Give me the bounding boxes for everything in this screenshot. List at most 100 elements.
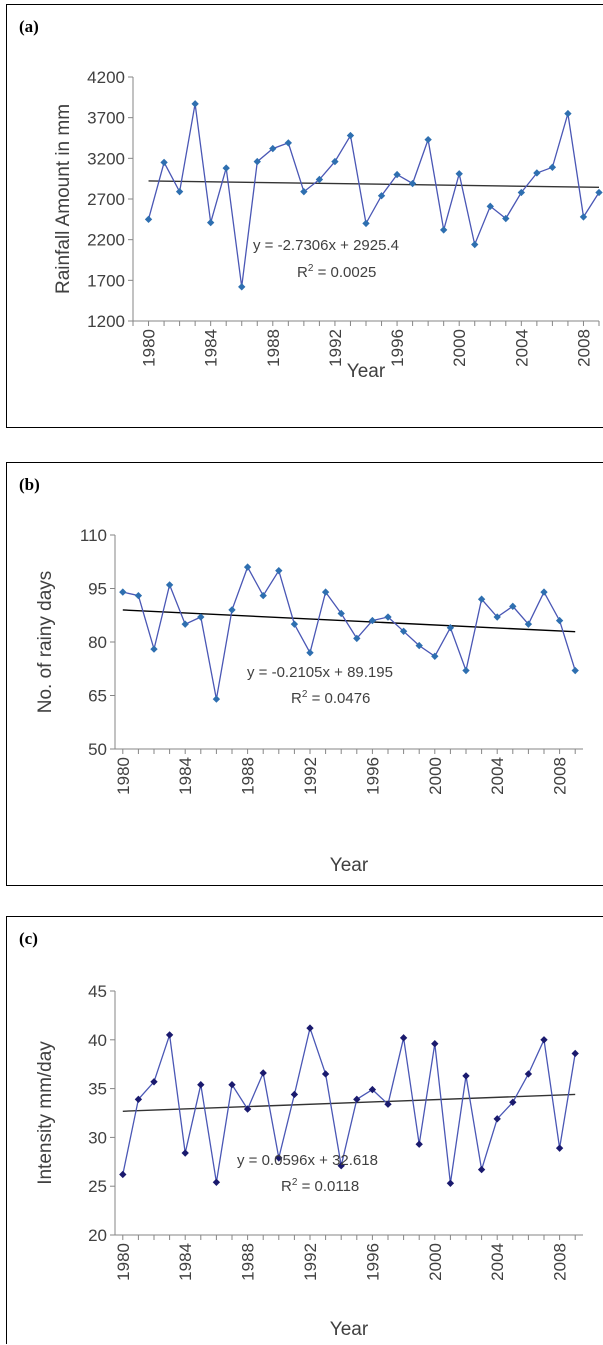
x-tick-label: 1980 [114, 757, 133, 795]
x-tick-label: 1988 [239, 1243, 258, 1281]
data-point [424, 135, 432, 144]
data-point [477, 1165, 486, 1174]
y-tick-label: 65 [88, 687, 107, 706]
trend-equation: y = -0.2105x + 89.195 [247, 664, 393, 681]
data-point [431, 1040, 439, 1048]
y-tick-label: 20 [88, 1226, 107, 1245]
trend-equation: y = 0.0596x + 32.618 [237, 1152, 378, 1169]
data-point [446, 1179, 455, 1187]
data-point [243, 563, 252, 571]
data-point [191, 100, 199, 108]
rainy-days-chart: 50 65 80 95 110 1980 1984 1988 1992 1996 2000 2004 2… [35, 526, 583, 876]
y-tick-label: 80 [88, 633, 107, 652]
data-point [228, 1081, 236, 1089]
data-point [408, 179, 417, 188]
series-line [147, 103, 600, 287]
data-point [540, 588, 548, 596]
x-tick-label: 2008 [574, 329, 593, 367]
trend-line [148, 180, 600, 189]
data-point [548, 163, 557, 171]
data-point [555, 616, 564, 625]
data-point [377, 192, 386, 200]
x-tick-label: 1992 [326, 329, 345, 367]
series-line [122, 1025, 576, 1184]
data-point [306, 1024, 314, 1032]
data-point [455, 170, 463, 178]
data-point [165, 581, 174, 589]
y-axis-title: Rainfall Amount in mm [53, 104, 74, 294]
y-tick-label: 40 [88, 1031, 107, 1050]
x-tick-label: 1988 [239, 757, 258, 795]
data-point [346, 131, 355, 140]
y-tick-label: 110 [80, 526, 107, 545]
x-tick-label: 1988 [264, 329, 283, 367]
data-point [321, 588, 330, 596]
data-point [579, 213, 588, 221]
data-point [119, 588, 127, 596]
data-point [160, 158, 168, 167]
y-tick-label: 30 [88, 1128, 107, 1147]
x-axis-title: Year [330, 855, 369, 876]
data-point [222, 164, 230, 172]
data-point [212, 1178, 221, 1186]
x-tick-label: 2004 [488, 757, 507, 795]
data-point [165, 1031, 174, 1039]
trend-equation: y = -2.7306x + 2925.4 [253, 237, 399, 254]
data-point [228, 606, 236, 614]
r-squared-label: R2 = 0.0025 [297, 263, 376, 281]
x-tick-label: 2000 [426, 1243, 445, 1281]
trend-line [122, 1093, 576, 1112]
x-tick-label: 2008 [551, 1243, 570, 1281]
y-tick-label: 1200 [87, 312, 125, 331]
data-point [134, 591, 143, 600]
data-point [212, 695, 221, 703]
x-tick-label: 2008 [551, 757, 570, 795]
x-axis-title: Year [347, 361, 386, 382]
x-tick-label: 1996 [363, 757, 382, 795]
panel-label: (c) [19, 929, 38, 948]
data-point [290, 620, 299, 628]
chart-panel-c: (c) 20 25 30 35 40 45 1980 1984 1988 1992 1996 2000… [6, 916, 603, 1344]
x-tick-label: 1980 [140, 329, 159, 367]
panel-label: (b) [19, 475, 40, 494]
data-point [144, 215, 153, 224]
data-point [197, 1081, 205, 1089]
data-point [571, 666, 579, 675]
chart-panel-a: (a) 1200 1700 2200 2700 3200 3700 4200 1980 1984… [6, 4, 603, 428]
x-tick-label: 2000 [426, 757, 445, 795]
data-point [571, 1049, 579, 1058]
data-point [415, 1140, 423, 1148]
x-tick-label: 2004 [488, 1243, 507, 1281]
x-tick-label: 1996 [363, 1243, 382, 1281]
data-point [119, 1170, 127, 1179]
x-tick-label: 1984 [202, 329, 221, 367]
chart-panel-b: (b) 50 65 80 95 110 1980 1984 1988 1992 1996 2000 2… [6, 462, 603, 886]
data-point [175, 188, 184, 196]
x-tick-label: 1992 [301, 1243, 320, 1281]
data-point [306, 649, 314, 657]
y-tick-label: 4200 [87, 68, 125, 87]
data-point [564, 109, 572, 118]
data-point [439, 226, 448, 234]
data-point [275, 566, 283, 575]
r-squared-label: R2 = 0.0476 [291, 689, 370, 707]
y-tick-label: 35 [88, 1080, 107, 1099]
data-point [321, 1070, 330, 1078]
data-point [384, 1100, 392, 1108]
data-point [353, 1095, 361, 1104]
x-tick-label: 1992 [301, 757, 320, 795]
data-point [462, 1072, 470, 1080]
data-point [290, 1090, 299, 1099]
data-point [524, 1070, 533, 1078]
data-point [368, 616, 377, 625]
intensity-chart: 20 25 30 35 40 45 1980 1984 1988 1992 1996 2000 2004… [35, 982, 583, 1340]
panel-label: (a) [19, 17, 39, 36]
data-point [259, 591, 267, 600]
x-tick-label: 1980 [114, 1243, 133, 1281]
data-point [181, 1149, 189, 1157]
x-tick-label: 2000 [450, 329, 469, 367]
data-point [284, 139, 293, 147]
data-point [206, 218, 215, 227]
data-point [150, 1078, 158, 1086]
data-point [446, 624, 455, 632]
